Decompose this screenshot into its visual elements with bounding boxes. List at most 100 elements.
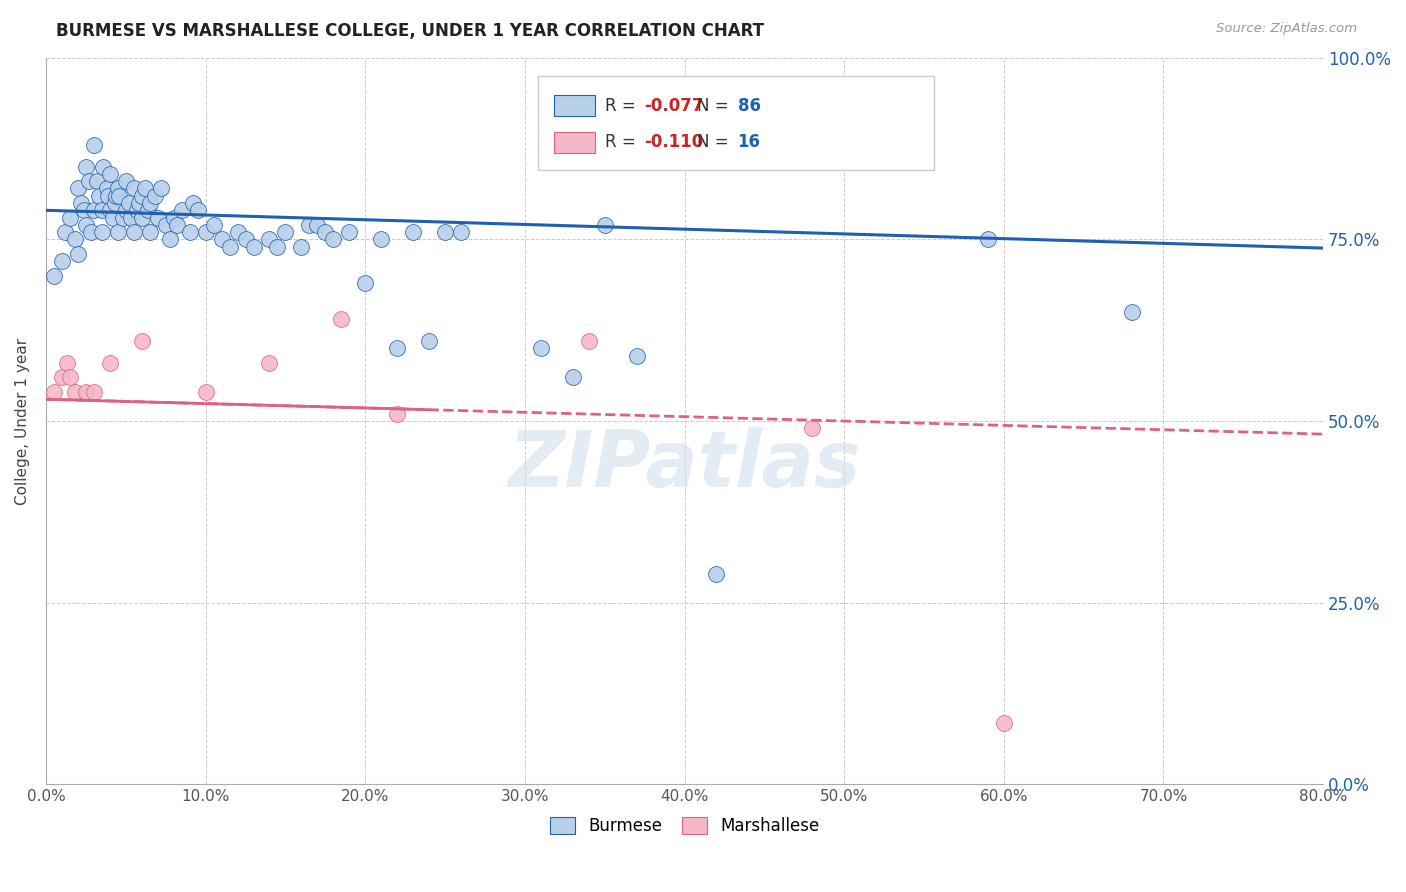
Y-axis label: College, Under 1 year: College, Under 1 year [15,337,30,505]
Point [75,218,97,232]
Point [385,407,408,421]
Point [194,225,217,239]
Point [131,211,153,225]
Point [181,196,204,211]
Point [66,247,89,261]
Point [66,181,89,195]
Point [128,196,150,211]
Point [125,203,148,218]
Point [73,203,96,218]
Point [166,218,188,232]
Point [98,356,121,370]
Point [87,188,110,202]
Text: BURMESE VS MARSHALLESE COLLEGE, UNDER 1 YEAR CORRELATION CHART: BURMESE VS MARSHALLESE COLLEGE, UNDER 1 … [56,22,765,40]
Point [136,203,159,218]
Point [83,384,105,399]
Point [561,370,583,384]
Text: N =: N = [697,133,734,152]
Point [434,225,457,239]
Point [322,232,344,246]
Point [90,203,112,218]
Point [83,137,105,152]
Point [59,211,82,225]
FancyBboxPatch shape [537,76,934,170]
Point [402,225,425,239]
Point [450,225,472,239]
Text: R =: R = [606,96,641,115]
Point [79,225,101,239]
Point [202,218,225,232]
Point [55,356,77,370]
Point [75,160,97,174]
Point [194,384,217,399]
Point [104,196,127,211]
Point [530,342,553,356]
Point [218,239,240,253]
Text: -0.077: -0.077 [644,96,703,115]
Point [86,174,108,188]
Point [101,211,124,225]
Point [993,715,1015,730]
Point [385,342,408,356]
Point [53,225,76,239]
Text: -0.110: -0.110 [644,133,703,152]
FancyBboxPatch shape [554,95,595,116]
Point [42,268,65,283]
Point [163,211,186,225]
Point [159,232,181,246]
Text: N =: N = [697,96,734,115]
Point [42,384,65,399]
Point [105,188,128,202]
Point [51,370,73,384]
Point [801,421,824,435]
Text: 86: 86 [738,96,761,115]
Point [93,160,115,174]
Point [107,181,129,195]
Point [242,239,264,253]
FancyBboxPatch shape [554,132,595,153]
Point [146,211,169,225]
Point [131,188,153,202]
Point [83,203,105,218]
Point [626,349,648,363]
Text: 16: 16 [738,133,761,152]
Point [120,211,142,225]
Point [977,232,1000,246]
Point [51,254,73,268]
Text: Source: ZipAtlas.com: Source: ZipAtlas.com [1216,22,1357,36]
Point [118,196,141,211]
Point [211,232,233,246]
Point [131,334,153,348]
Point [274,225,297,239]
Point [90,225,112,239]
Point [114,203,136,218]
Point [122,181,145,195]
Point [149,181,172,195]
Point [122,225,145,239]
Point [107,225,129,239]
Point [290,239,312,253]
Point [108,188,131,202]
Point [179,225,201,239]
Legend: Burmese, Marshallese: Burmese, Marshallese [540,807,830,845]
Point [314,225,336,239]
Point [97,188,120,202]
Point [75,384,97,399]
Point [706,566,728,581]
Point [98,167,121,181]
Point [418,334,440,348]
Point [226,225,249,239]
Point [98,203,121,218]
Point [370,232,392,246]
Point [139,196,162,211]
Point [63,232,86,246]
Point [134,181,156,195]
Point [259,356,281,370]
Point [1121,305,1143,319]
Point [111,211,134,225]
Point [266,239,288,253]
Point [114,174,136,188]
Point [63,384,86,399]
Point [155,218,177,232]
Point [330,312,353,326]
